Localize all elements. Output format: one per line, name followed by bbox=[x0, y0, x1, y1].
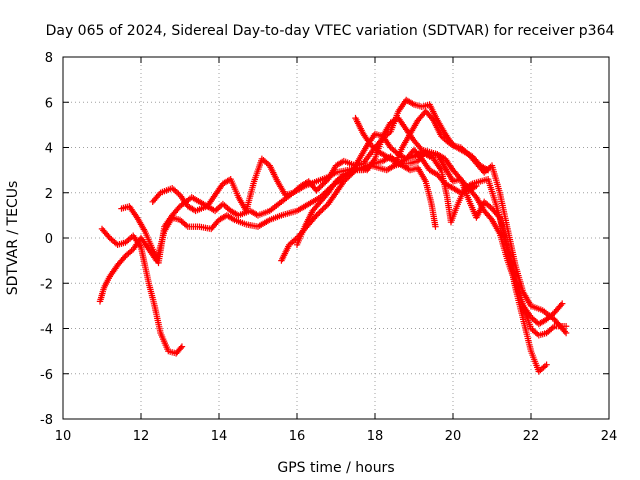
x-tick-label: 16 bbox=[289, 429, 306, 444]
x-tick-label: 20 bbox=[445, 429, 462, 444]
y-tick-label: -2 bbox=[40, 277, 53, 292]
y-axis-label: SDTVAR / TECUs bbox=[5, 181, 21, 296]
series-track-8 bbox=[391, 108, 492, 174]
y-tick-label: -8 bbox=[40, 413, 53, 428]
y-tick-label: 2 bbox=[45, 187, 53, 202]
y-tick-label: 8 bbox=[45, 51, 53, 66]
chart-title: Day 065 of 2024, Sidereal Day-to-day VTE… bbox=[46, 23, 615, 39]
y-tick-label: -6 bbox=[40, 368, 53, 383]
grid bbox=[63, 57, 609, 419]
x-tick-label: 14 bbox=[211, 429, 228, 444]
x-tick-label: 18 bbox=[367, 429, 384, 444]
series-track-7 bbox=[352, 114, 439, 230]
data-markers bbox=[96, 96, 570, 375]
x-tick-label: 24 bbox=[601, 429, 618, 444]
data-point-markers bbox=[96, 146, 480, 305]
data-point-markers bbox=[391, 108, 492, 174]
series-track-2 bbox=[96, 146, 480, 305]
x-axis-label: GPS time / hours bbox=[277, 460, 394, 476]
x-tick-label: 10 bbox=[55, 429, 72, 444]
data-point-markers bbox=[352, 114, 439, 230]
y-tick-label: -4 bbox=[40, 323, 53, 338]
data-point-markers bbox=[293, 130, 570, 339]
x-tick-label: 22 bbox=[523, 429, 540, 444]
y-tick-label: 0 bbox=[45, 232, 53, 247]
series-track-1 bbox=[98, 225, 186, 357]
series-track-6 bbox=[293, 130, 570, 339]
data-point-markers bbox=[98, 225, 186, 357]
x-tick-label: 12 bbox=[133, 429, 150, 444]
y-tick-label: 4 bbox=[45, 142, 53, 157]
y-tick-label: 6 bbox=[45, 96, 53, 111]
